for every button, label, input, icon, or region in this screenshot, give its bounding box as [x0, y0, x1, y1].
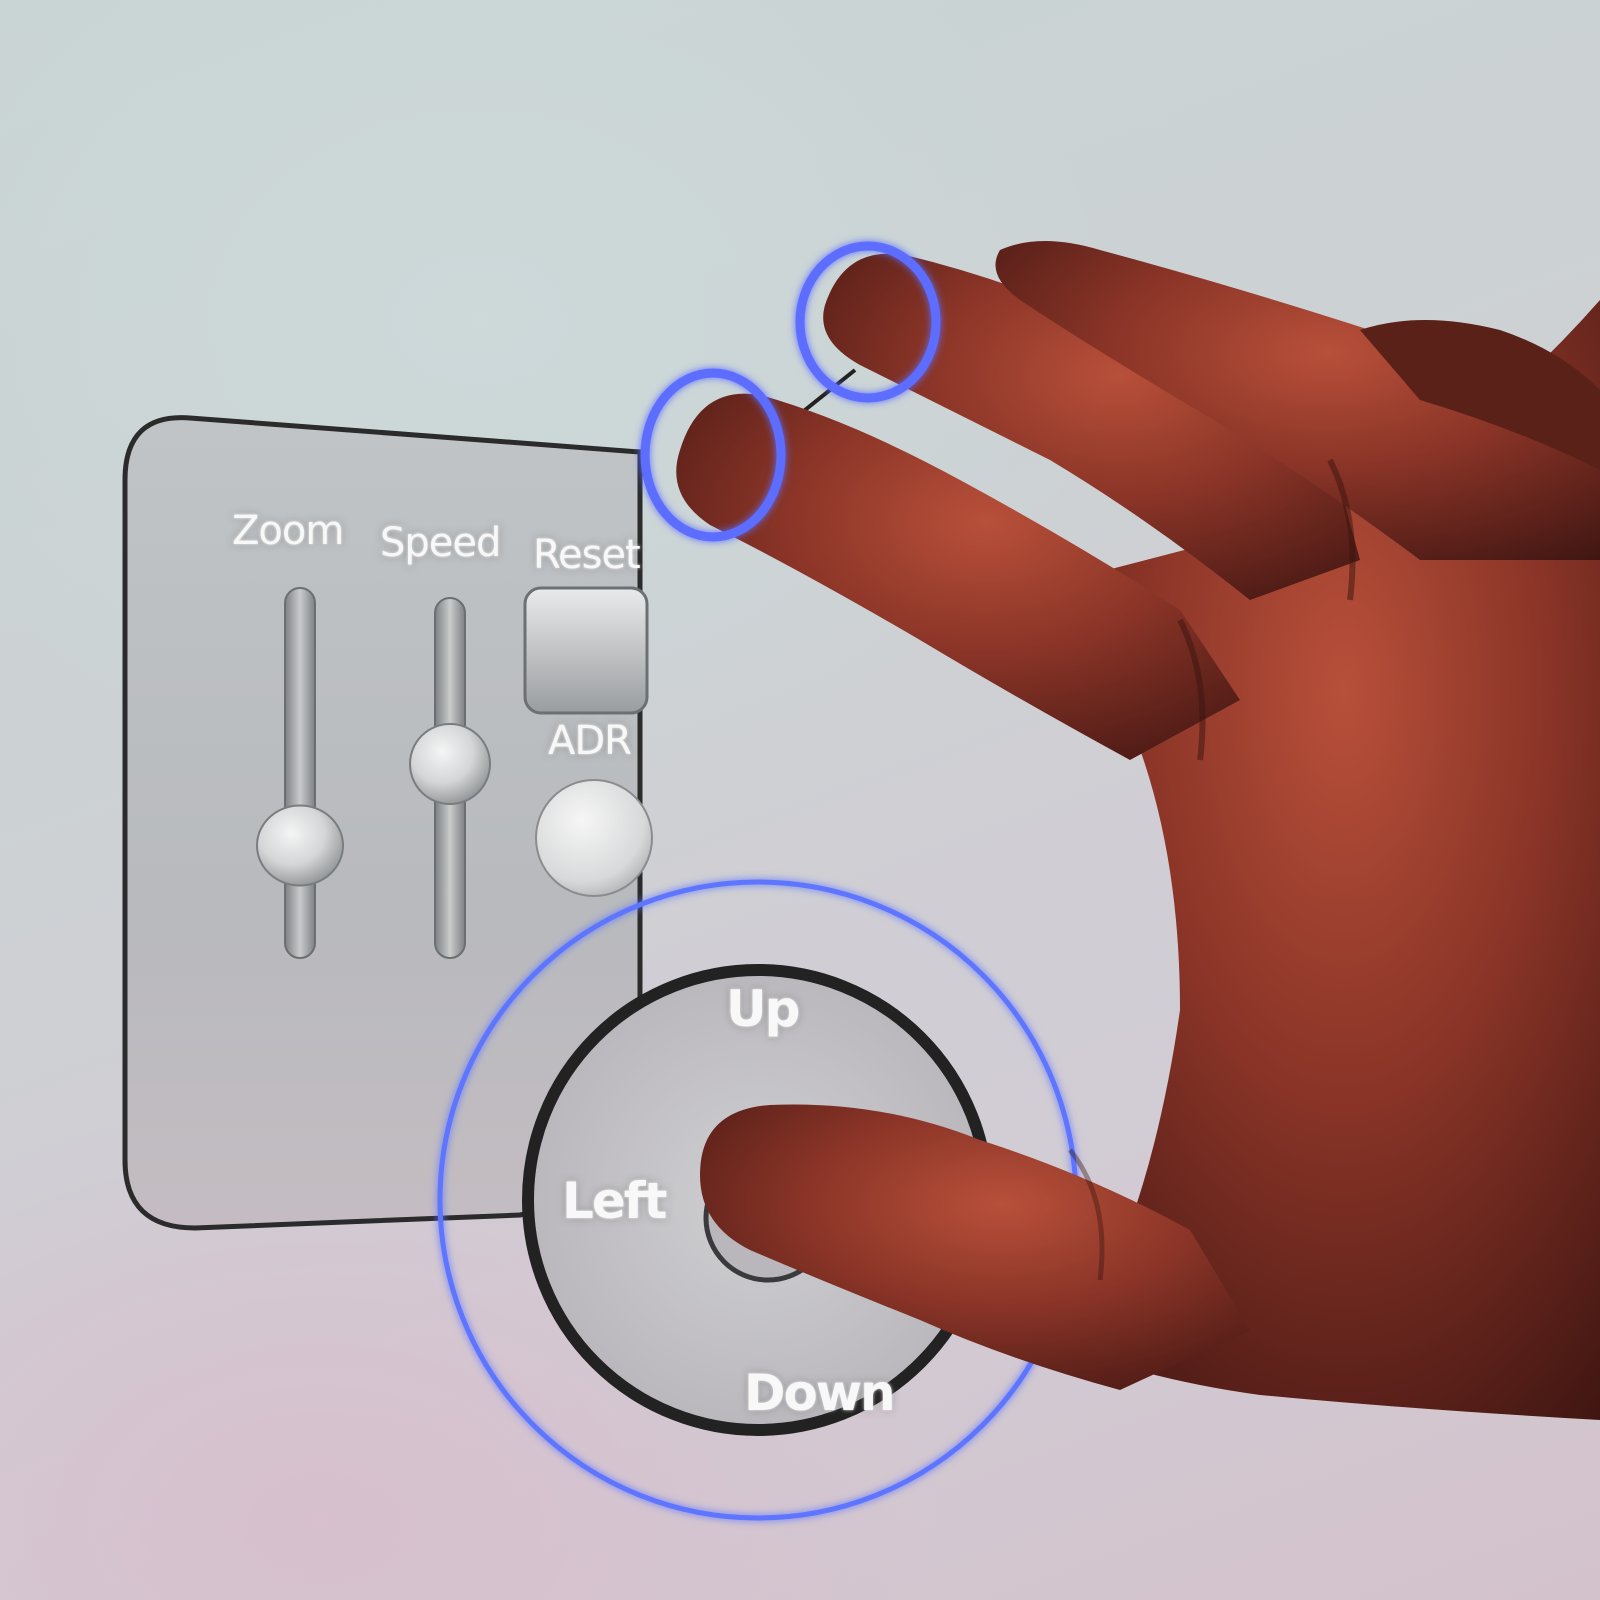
zoom-label: Zoom — [232, 508, 344, 554]
hand-silhouette — [676, 241, 1600, 1420]
reset-button[interactable] — [523, 586, 649, 715]
touch-point-middle — [795, 241, 941, 403]
speed-label: Speed — [380, 520, 501, 566]
adr-button[interactable] — [535, 779, 653, 897]
reset-label: Reset — [533, 532, 641, 578]
zoom-slider[interactable] — [256, 587, 344, 959]
dpad-left-label[interactable]: Left — [562, 1172, 667, 1230]
speed-slider-knob[interactable] — [409, 723, 491, 805]
zoom-slider-knob[interactable] — [256, 804, 344, 887]
dpad-up-label[interactable]: Up — [726, 980, 800, 1038]
control-panel — [122, 415, 643, 1231]
speed-slider[interactable] — [409, 597, 491, 959]
touch-point-index — [640, 368, 786, 542]
dpad-down-label[interactable]: Down — [744, 1364, 896, 1422]
adr-label: ADR — [548, 718, 632, 764]
